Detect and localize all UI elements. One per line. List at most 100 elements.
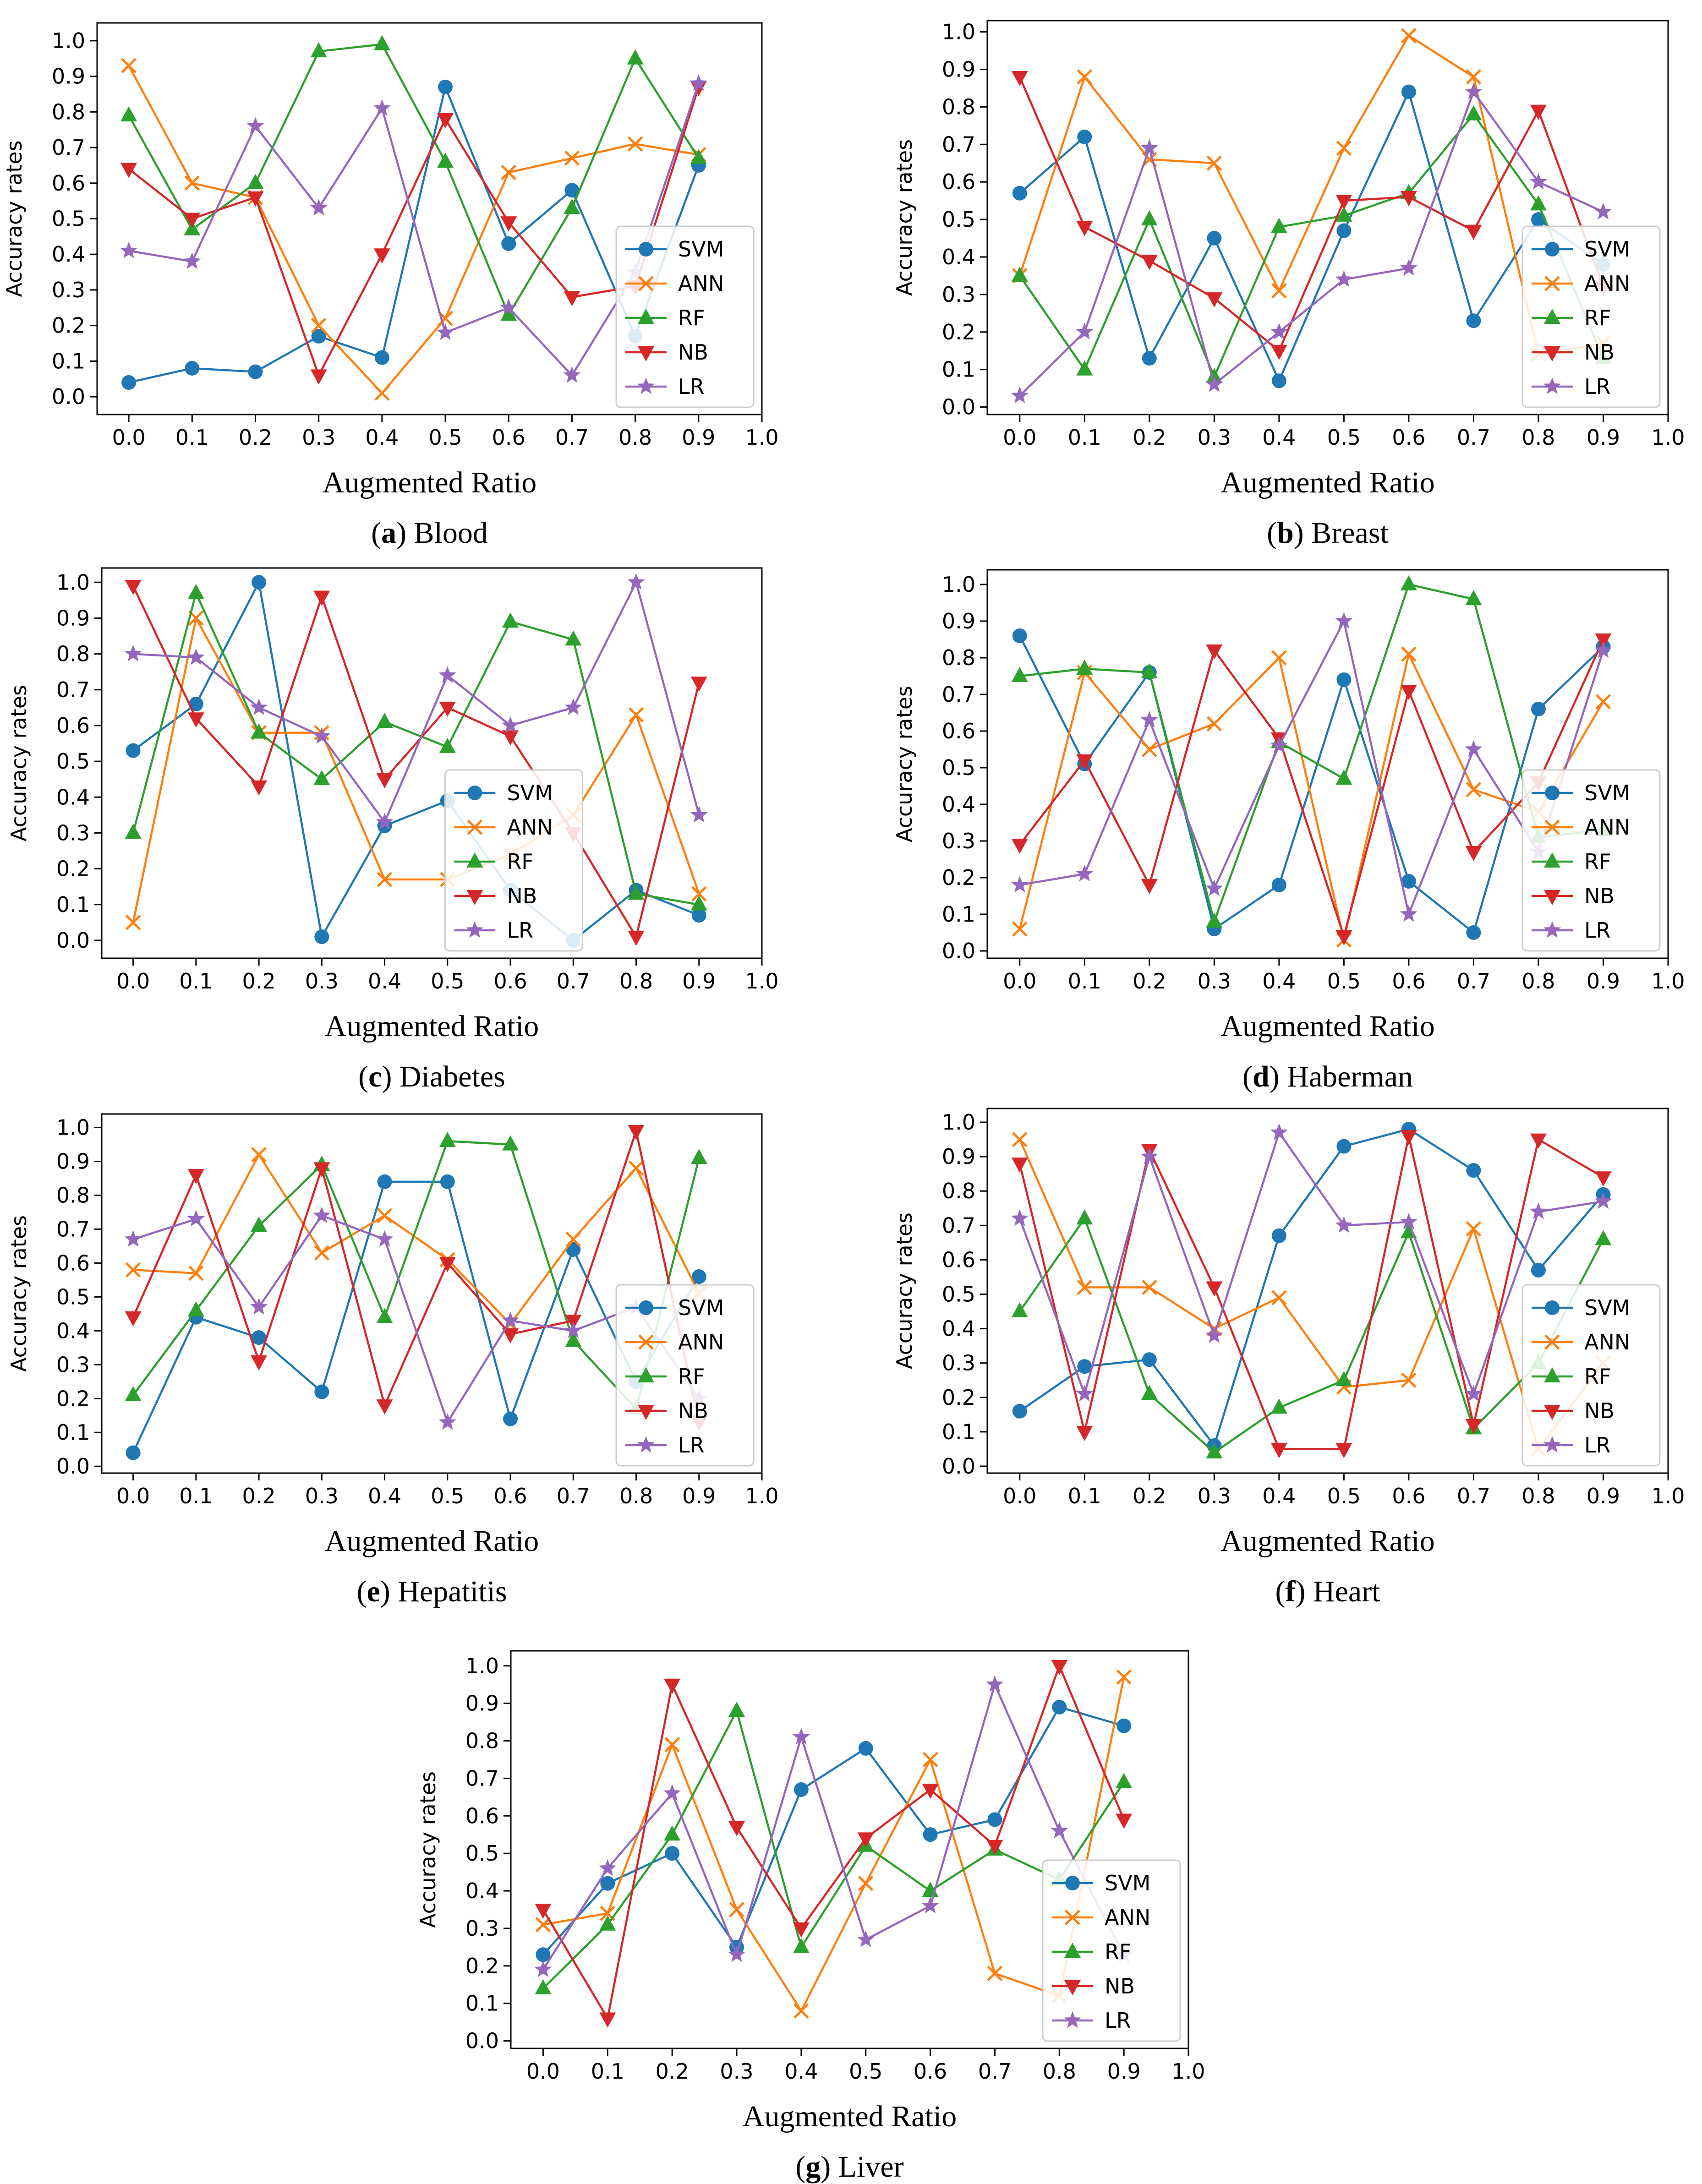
y-tick-label: 0.3 [942,282,975,307]
legend-marker-lr [637,1436,655,1453]
y-tick-label: 0.7 [465,1766,499,1791]
data-point-svm-3 [311,329,326,344]
data-point-rf-0 [125,824,142,839]
legend-label-nb: NB [1584,1398,1614,1423]
data-point-ann-8 [628,1160,644,1176]
y-tick-label: 0.1 [942,1420,975,1444]
chart-panel-e: 0.0 0.1 0.2 0.3 0.4 0.5 0.6 0.7 0.8 0.9 1.0 0.0 0.1 0… [6,1113,779,1608]
legend-marker-lr [637,377,655,394]
data-point-ann-0 [125,1262,141,1278]
x-tick-label: 0.6 [493,1484,527,1508]
data-point-lr-1 [183,252,201,269]
data-point-lr-7 [986,1675,1004,1692]
data-point-svm-8 [1531,702,1546,716]
legend-marker-rf [1544,1367,1560,1382]
data-point-nb-0 [1011,71,1028,86]
data-point-nb-1 [187,712,204,728]
data-point-lr-5 [1335,612,1353,629]
data-point-ann-6 [1401,1372,1417,1388]
data-point-rf-5 [439,1132,456,1147]
data-point-nb-3 [313,1162,330,1178]
data-point-nb-5 [857,1832,874,1848]
series-line-nb [132,1130,700,1423]
data-point-ann-2 [1142,1279,1157,1295]
data-point-nb-9 [690,677,707,692]
legend-label-rf: RF [1584,306,1611,330]
data-point-ann-4 [794,2003,809,2019]
x-tick-label: 0.7 [978,2059,1012,2084]
data-point-rf-0 [125,1386,142,1401]
data-point-rf-6 [500,306,517,321]
plot-frame [510,1650,1189,2049]
x-tick-label: 0.3 [1198,1484,1231,1508]
data-point-nb-0 [1011,1158,1028,1173]
data-point-ann-3 [311,317,327,333]
data-point-ann-4 [1271,1290,1287,1305]
x-tick-label: 0.3 [720,2059,753,2084]
data-point-rf-2 [1141,210,1158,226]
legend-marker-ann [467,819,483,835]
legend-marker-ann [1544,819,1560,835]
x-tick-label: 0.0 [1003,1484,1036,1508]
data-point-svm-4 [1271,878,1286,892]
data-point-rf-4 [1270,218,1287,233]
y-tick-label: 0.1 [52,349,85,373]
data-point-lr-7 [1465,82,1483,99]
data-point-nb-1 [1076,1425,1093,1441]
x-tick-label: 0.2 [1133,969,1166,994]
y-tick-label: 0.6 [56,1250,90,1275]
legend-marker-svm [1545,1300,1560,1315]
data-point-rf-8 [627,49,644,65]
data-point-rf-5 [1335,1371,1352,1387]
legend-marker-svm [639,242,653,257]
data-point-svm-0 [121,375,137,390]
x-tick-label: 0.4 [368,1484,401,1508]
data-point-lr-9 [1594,1192,1612,1209]
data-point-svm-3 [1207,231,1222,246]
y-tick-label: 0.5 [942,1282,975,1307]
y-axis-label: Accuracy rates [6,1215,31,1372]
data-point-lr-5 [437,323,454,340]
data-point-ann-2 [1142,742,1157,757]
data-point-nb-1 [187,1169,204,1185]
data-point-rf-7 [565,1332,582,1347]
legend-marker-ann [1544,1334,1560,1350]
y-axis-label: Accuracy rates [416,1771,440,1928]
x-tick-label: 0.6 [1392,1484,1425,1508]
legend-marker-svm [1545,242,1560,257]
legend-marker-rf [638,1367,654,1382]
data-point-nb-9 [690,81,707,96]
data-point-rf-2 [664,1825,681,1841]
series-line-nb [1018,76,1604,352]
y-tick-label: 0.1 [56,892,90,917]
legend-label-nb: NB [678,340,708,365]
data-point-rf-6 [502,1135,519,1151]
data-point-nb-3 [313,590,330,606]
data-point-rf-1 [599,1915,616,1931]
data-point-lr-4 [1270,322,1288,339]
y-tick-label: 0.2 [52,313,85,338]
data-point-ann-2 [664,1736,680,1753]
data-point-rf-1 [1076,1209,1093,1225]
legend-marker-ann [1544,276,1560,291]
data-point-ann-3 [1206,155,1222,171]
series-line-rf [128,43,700,316]
caption-paren-close: ) [382,1060,399,1093]
y-tick-label: 1.0 [52,28,85,53]
x-tick-label: 0.0 [526,2059,560,2084]
y-tick-label: 0.9 [465,1691,499,1716]
data-point-rf-8 [1530,195,1547,211]
y-tick-label: 0.9 [56,1149,90,1174]
panel-caption: (b) Breast [1267,516,1389,550]
data-point-lr-2 [250,1298,268,1315]
x-tick-label: 0.6 [1392,425,1425,450]
legend-marker-ann [1065,1910,1080,1925]
data-point-rf-7 [1465,105,1482,120]
data-point-lr-2 [663,1784,681,1801]
y-tick-label: 0.5 [942,207,975,232]
x-tick-label: 0.8 [618,425,652,450]
x-tick-label: 0.2 [239,425,272,450]
data-point-lr-2 [246,117,264,134]
x-tick-label: 0.6 [1392,969,1425,994]
data-point-svm-0 [126,743,141,758]
